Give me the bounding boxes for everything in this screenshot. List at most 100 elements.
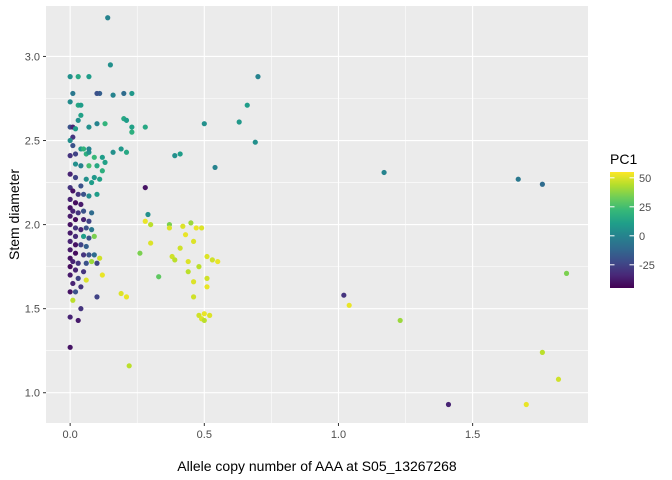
data-point xyxy=(75,74,81,80)
data-point xyxy=(110,149,116,155)
data-point xyxy=(75,210,81,216)
data-point xyxy=(252,139,258,145)
data-point xyxy=(91,154,97,160)
data-point xyxy=(83,260,89,266)
data-point xyxy=(201,121,207,127)
data-point xyxy=(89,227,95,233)
data-point xyxy=(172,153,178,159)
data-point xyxy=(91,233,97,239)
data-point xyxy=(215,258,221,265)
data-point xyxy=(204,253,210,260)
data-point xyxy=(67,221,73,228)
data-point xyxy=(78,112,84,118)
data-point xyxy=(86,218,92,224)
data-point xyxy=(83,176,89,182)
data-point xyxy=(107,62,113,68)
data-point xyxy=(110,92,116,98)
data-point xyxy=(148,221,154,228)
data-point xyxy=(209,257,215,263)
y-tick-label: 2.0 xyxy=(25,220,40,232)
data-point xyxy=(80,216,87,223)
x-tick-label: 0.0 xyxy=(63,429,78,441)
grid-minor xyxy=(46,6,588,423)
data-point xyxy=(89,258,95,265)
data-point xyxy=(94,260,100,266)
data-point xyxy=(145,211,151,218)
data-point xyxy=(94,121,100,127)
data-point xyxy=(105,15,111,21)
data-point xyxy=(67,171,73,177)
data-point xyxy=(182,232,189,238)
data-point xyxy=(80,233,87,239)
data-point xyxy=(102,159,108,165)
data-point xyxy=(156,274,162,280)
data-point xyxy=(72,267,79,273)
data-point xyxy=(97,176,103,182)
data-point xyxy=(78,201,84,208)
data-point xyxy=(94,191,100,197)
data-point xyxy=(89,210,95,216)
data-point xyxy=(129,129,135,135)
data-point xyxy=(341,292,347,298)
data-point xyxy=(166,225,173,231)
data-point xyxy=(80,191,87,197)
legend-ticks: 50 25 0 -25 xyxy=(610,173,655,272)
y-tick-label: 2.5 xyxy=(25,136,40,148)
data-point xyxy=(67,137,73,144)
data-point xyxy=(78,242,84,248)
data-point xyxy=(190,279,197,285)
data-point xyxy=(72,289,79,295)
data-point xyxy=(190,294,197,300)
data-point xyxy=(86,74,92,80)
color-legend: PC1 50 25 0 -25 xyxy=(610,151,655,288)
x-tick-label: 0.5 xyxy=(197,429,212,441)
data-point xyxy=(86,235,92,241)
data-point xyxy=(193,225,199,231)
data-point xyxy=(67,264,73,270)
data-point xyxy=(70,280,76,287)
data-point xyxy=(67,74,73,80)
data-point xyxy=(180,223,186,229)
legend-tick-label: 50 xyxy=(639,173,651,185)
data-point xyxy=(94,90,100,97)
data-point xyxy=(67,272,73,278)
data-point xyxy=(70,90,76,97)
data-point xyxy=(94,163,100,169)
x-tick-label: 1.0 xyxy=(331,429,346,441)
data-point xyxy=(67,99,73,105)
data-point xyxy=(80,269,87,275)
data-point xyxy=(118,290,124,297)
legend-tick-label: 0 xyxy=(639,231,645,243)
data-point xyxy=(118,146,124,152)
data-point xyxy=(185,258,191,265)
data-point xyxy=(75,117,81,123)
data-point xyxy=(86,193,92,199)
data-point xyxy=(72,151,79,157)
data-points xyxy=(67,15,570,408)
data-point xyxy=(172,257,178,263)
data-point xyxy=(123,117,130,123)
data-point xyxy=(72,225,79,231)
data-point xyxy=(515,176,521,182)
data-point xyxy=(70,258,76,265)
y-axis-title: Stem diameter xyxy=(6,169,22,260)
data-point xyxy=(190,238,197,245)
data-point xyxy=(67,314,73,320)
data-point xyxy=(89,179,95,186)
data-point xyxy=(207,312,213,318)
data-point xyxy=(236,119,242,125)
data-point xyxy=(72,233,79,239)
data-point xyxy=(72,126,79,132)
data-point xyxy=(244,102,250,108)
data-point xyxy=(523,401,529,408)
data-point xyxy=(539,349,545,355)
data-point xyxy=(86,146,92,152)
data-point xyxy=(199,225,205,231)
data-point xyxy=(129,124,135,130)
data-point xyxy=(72,200,79,206)
plot-panel xyxy=(46,6,588,423)
data-point xyxy=(381,169,387,176)
data-point xyxy=(67,289,73,295)
data-point xyxy=(72,250,79,256)
data-point xyxy=(185,269,191,275)
